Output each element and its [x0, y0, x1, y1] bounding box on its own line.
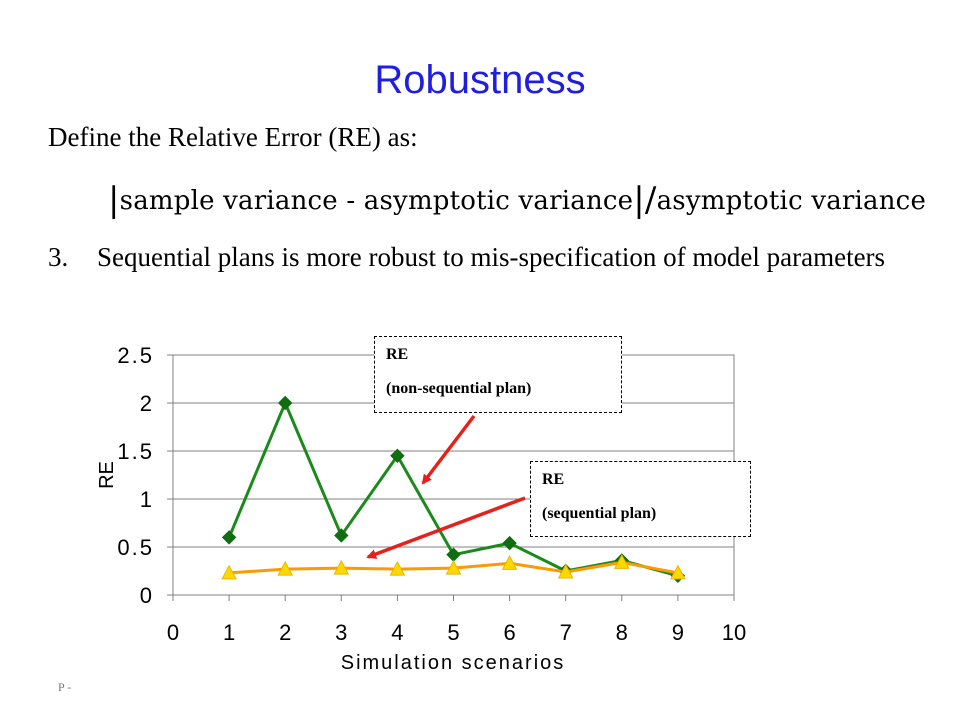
callout-sequential-subtitle: (sequential plan) [542, 505, 657, 522]
y-tick-label: 1 [140, 487, 154, 512]
x-tick-label: 2 [279, 620, 291, 645]
abs-bar-left: | [108, 180, 120, 220]
arrow-sequential [366, 496, 526, 559]
x-tick-label: 6 [503, 620, 515, 645]
callout-sequential: RE (sequential plan) [530, 461, 751, 537]
y-tick-label: 0.5 [117, 535, 154, 560]
callout-sequential-title: RE [542, 471, 565, 488]
data-point-non-sequential [390, 448, 405, 464]
x-axis-label: Simulation scenarios [341, 652, 566, 674]
data-point-non-sequential [221, 530, 237, 545]
y-tick-label: 1.5 [117, 439, 154, 464]
slide-footer: P - [58, 680, 72, 694]
x-tick-label: 1 [223, 620, 235, 645]
data-point-sequential [277, 560, 294, 576]
arrow-non-sequential [421, 414, 476, 485]
data-point-sequential [557, 563, 574, 579]
data-point-sequential [389, 560, 406, 576]
x-tick-label: 8 [616, 620, 628, 645]
x-tick-label: 7 [560, 620, 572, 645]
data-point-sequential [670, 564, 686, 580]
y-tick-label: 2.5 [117, 343, 154, 368]
relative-error-formula: |sample variance - asymptotic variance|/… [108, 178, 927, 220]
callout-non-sequential-title: RE [386, 346, 409, 363]
x-tick-label: 0 [167, 620, 179, 645]
x-tick-label: 5 [447, 620, 459, 645]
data-point-sequential [333, 559, 350, 575]
data-point-non-sequential [502, 535, 517, 551]
x-tick-label: 9 [672, 620, 684, 645]
y-axis-label: RE [96, 461, 118, 489]
point-number: 3. [48, 242, 69, 272]
data-point-non-sequential [446, 547, 461, 562]
formula-denominator: asymptotic variance [656, 186, 927, 216]
formula-numerator: sample variance - asymptotic variance [119, 186, 634, 216]
y-tick-label: 2 [140, 391, 154, 416]
callout-non-sequential: RE (non-sequential plan) [374, 336, 622, 413]
abs-bar-right: | [633, 180, 645, 220]
data-point-sequential [613, 554, 630, 569]
callout-non-sequential-subtitle: (non-sequential plan) [386, 380, 532, 397]
point-text: Sequential plans is more robust to mis-s… [97, 242, 886, 272]
slide-title: Robustness [374, 58, 586, 102]
data-point-non-sequential [334, 528, 349, 543]
division-slash: / [644, 180, 657, 220]
data-point-sequential [501, 555, 518, 570]
y-tick-label: 0 [140, 583, 154, 608]
x-tick-label: 10 [722, 620, 746, 645]
data-point-sequential [445, 559, 462, 575]
x-tick-label: 3 [335, 620, 347, 645]
data-point-sequential [221, 564, 237, 580]
x-tick-label: 4 [391, 620, 403, 645]
data-point-non-sequential [277, 395, 293, 411]
intro-text: Define the Relative Error (RE) as: [48, 122, 418, 152]
